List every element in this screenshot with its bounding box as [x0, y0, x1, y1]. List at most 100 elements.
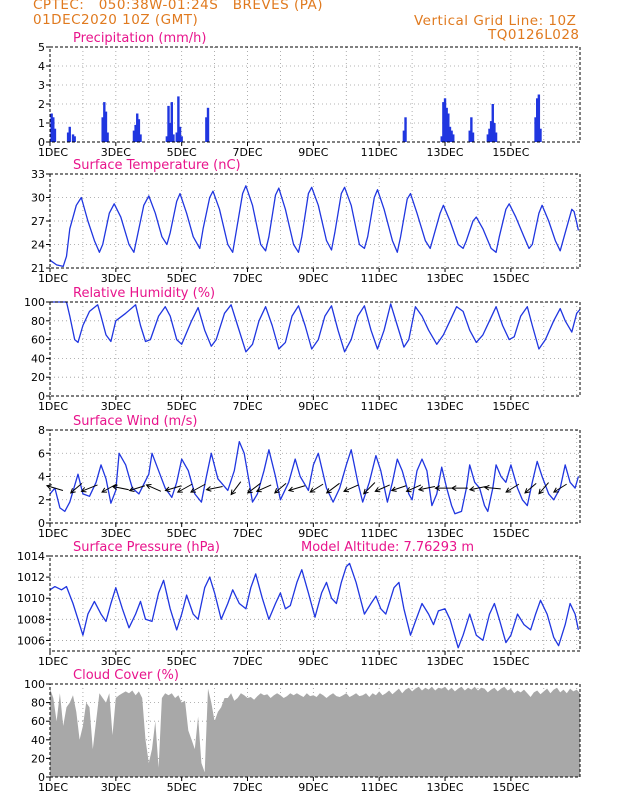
- cloud-xtick-label: 3DEC: [101, 781, 131, 794]
- wind-xtick-label: 11DEC: [361, 527, 398, 540]
- precip-xtick-label: 5DEC: [167, 146, 197, 159]
- wind-vector-arrowhead: [505, 487, 512, 493]
- wind-line: [49, 440, 580, 515]
- precip-bar: [470, 117, 473, 142]
- pres-xtick-label: 13DEC: [426, 655, 463, 668]
- pres-xtick-label: 5DEC: [167, 655, 197, 668]
- pres-ytick-label: 1010: [17, 592, 45, 605]
- header-location: CPTEC: 050:38W-01:24S BREVES (PA): [33, 0, 324, 13]
- wind-vector-arrow: [190, 483, 206, 493]
- wind-vector-arrowhead: [538, 488, 544, 495]
- wind-vector-arrowhead: [417, 486, 424, 492]
- precip-xtick-label: 11DEC: [361, 146, 398, 159]
- pres-ytick-label: 1008: [17, 613, 45, 626]
- wind-vector-arrowhead: [176, 487, 183, 493]
- pres-ytick-label: 1006: [17, 634, 45, 647]
- precip-xtick-label: 3DEC: [101, 146, 131, 159]
- precip-bar: [139, 134, 142, 142]
- cloud-xtick-label: 15DEC: [492, 781, 529, 794]
- wind-xtick-label: 1DEC: [38, 527, 68, 540]
- precip-bar: [447, 113, 450, 142]
- rh-xtick-label: 5DEC: [167, 400, 197, 413]
- wind-xtick-label: 13DEC: [426, 527, 463, 540]
- precip-ytick-label: 2: [38, 98, 45, 111]
- wind-vector-arrow: [406, 484, 422, 492]
- precip-title: Precipitation (mm/h): [73, 31, 206, 46]
- precip-bar: [106, 132, 109, 142]
- cloud-ytick-label: 60: [31, 715, 45, 728]
- wind-vector-arrowhead: [111, 484, 118, 491]
- wind-vector-arrow: [70, 482, 83, 494]
- wind-vector-arrow: [146, 484, 162, 492]
- precip-bar: [170, 102, 174, 142]
- cloud-ytick-label: 20: [31, 752, 45, 765]
- rh-xtick-label: 9DEC: [298, 400, 328, 413]
- precip-bar: [486, 134, 490, 142]
- wind-vector-arrow: [326, 482, 340, 494]
- precip-bar: [404, 117, 407, 142]
- precip-bar: [177, 96, 180, 142]
- temp-xtick-label: 1DEC: [38, 272, 68, 285]
- header-model-id: TQ0126L028: [488, 27, 580, 43]
- rh-ytick-label: 60: [31, 334, 45, 347]
- wind-vector-arrowhead: [524, 488, 531, 494]
- wind-vector-arrow: [505, 483, 520, 493]
- cloud-xtick-label: 9DEC: [298, 781, 328, 794]
- wind-vector-arrow: [274, 482, 287, 494]
- wind-vector-arrowhead: [246, 488, 253, 494]
- header-grid-line-note: Vertical Grid Line: 10Z: [414, 13, 577, 29]
- cloud-title: Cloud Cover (%): [73, 668, 179, 683]
- pres-xtick-label: 11DEC: [361, 655, 398, 668]
- temp-ytick-label: 21: [31, 262, 45, 275]
- wind-vector-arrowhead: [552, 487, 559, 493]
- wind-vector-arrowhead: [309, 487, 316, 493]
- wind-vector-arrowhead: [230, 489, 236, 496]
- rh-ytick-label: 100: [24, 296, 45, 309]
- precip-bar: [66, 132, 70, 142]
- wind-vector-arrowhead: [80, 487, 87, 493]
- precip-bar: [73, 136, 76, 142]
- pres-line: [49, 562, 580, 649]
- precip-bar: [488, 128, 491, 142]
- precip-bar: [53, 128, 57, 142]
- pres-xtick-label: 9DEC: [298, 655, 328, 668]
- wind-vector-arrow: [46, 485, 64, 492]
- wind-vector-arrowhead: [101, 487, 108, 493]
- precip-bar: [539, 128, 542, 142]
- wind-vector-arrow: [363, 482, 376, 495]
- temp-xtick-label: 7DEC: [232, 272, 262, 285]
- precip-bar: [448, 126, 452, 142]
- rh-ytick-label: 20: [31, 371, 45, 384]
- wind-xtick-label: 3DEC: [101, 527, 131, 540]
- rh-ytick-label: 40: [31, 352, 45, 365]
- precip-bar: [205, 117, 208, 142]
- wind-vector-arrowhead: [405, 487, 412, 493]
- rh-ytick-label: 0: [38, 390, 45, 403]
- wind-ytick-label: 2: [38, 494, 45, 507]
- precip-bar: [440, 136, 443, 142]
- temp-ytick-label: 33: [31, 168, 45, 181]
- wind-vector-arrow: [81, 484, 98, 492]
- wind-vector-arrow: [288, 485, 306, 492]
- precip-bar: [468, 130, 471, 142]
- wind-frame: [49, 429, 581, 524]
- precip-ytick-label: 5: [38, 41, 45, 54]
- cloud-xtick-label: 7DEC: [232, 781, 262, 794]
- cloud-xtick-label: 13DEC: [426, 781, 463, 794]
- wind-vector-arrow: [112, 486, 129, 491]
- wind-vector-arrowhead: [274, 488, 280, 494]
- temp-frame: [49, 173, 581, 269]
- precip-bar: [452, 134, 455, 142]
- wind-vector-arrowhead: [255, 487, 262, 493]
- precip-xtick-label: 15DEC: [492, 146, 529, 159]
- rh-xtick-label: 15DEC: [492, 400, 529, 413]
- temp-line: [49, 185, 580, 268]
- precip-xtick-label: 13DEC: [426, 146, 463, 159]
- cloud-ytick-label: 100: [24, 678, 45, 691]
- wind-vector-arrow: [418, 486, 436, 491]
- precip-ytick-label: 3: [38, 79, 45, 92]
- wind-vector-arrowhead: [483, 484, 490, 491]
- rh-xtick-label: 13DEC: [426, 400, 463, 413]
- cloud-ytick-label: 80: [31, 697, 45, 710]
